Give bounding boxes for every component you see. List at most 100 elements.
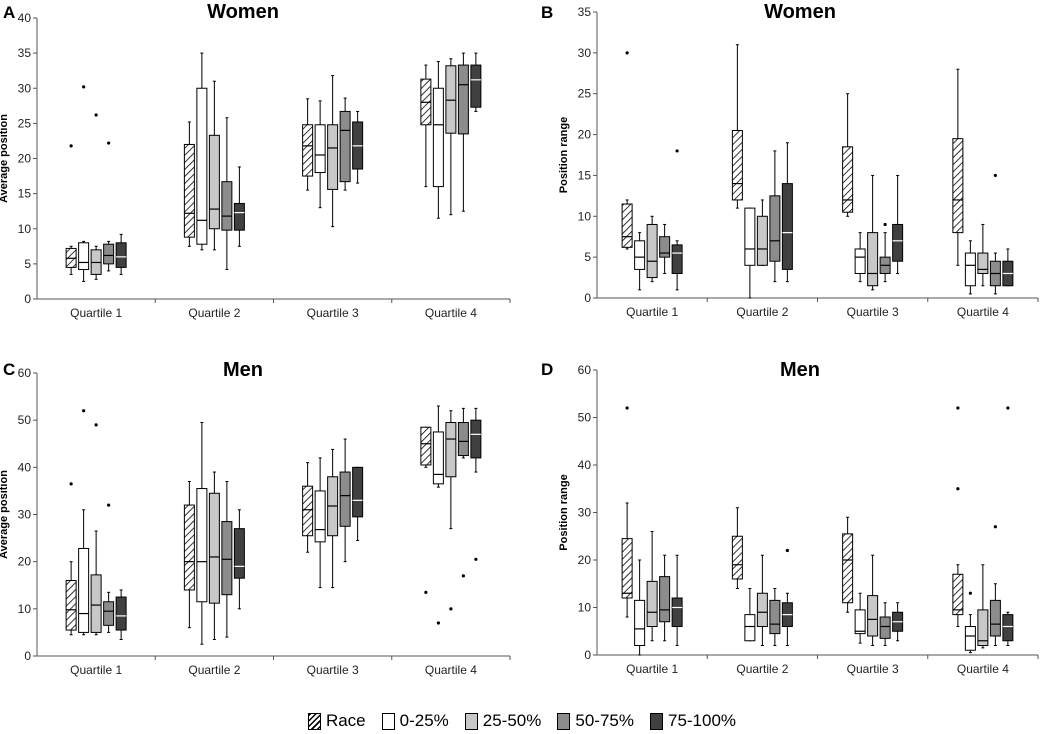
box-body xyxy=(208,134,220,230)
box-body xyxy=(646,580,658,627)
y-tick-label: 30 xyxy=(578,46,592,60)
box-q25_50 xyxy=(646,215,658,283)
box-body xyxy=(781,183,793,270)
box-race xyxy=(65,144,77,275)
box-q0_25 xyxy=(196,52,208,251)
box-q25_50 xyxy=(327,75,339,228)
outlier-point xyxy=(968,591,972,595)
panel-d: D Men Position range 0 10 20 30 40 50 60 Quartile … xyxy=(541,359,1039,676)
y-tick-label: 50 xyxy=(578,411,592,425)
box-race xyxy=(65,482,77,636)
box-body xyxy=(731,535,743,580)
box-body xyxy=(445,65,457,134)
box-body xyxy=(659,576,671,623)
x-tick-label: Quartile 3 xyxy=(847,305,899,319)
box-race xyxy=(952,68,964,266)
box-q0_25 xyxy=(854,592,866,644)
box-body xyxy=(634,240,646,270)
outlier-point xyxy=(107,503,111,507)
box-q75_100 xyxy=(352,466,364,541)
box-body xyxy=(183,504,195,591)
box-q50_75 xyxy=(221,480,233,638)
box-q50_75 xyxy=(659,223,671,274)
outlier-point xyxy=(1006,406,1010,410)
box-body xyxy=(339,471,351,527)
box-q25_50 xyxy=(445,410,457,611)
legend-item-75-100: 75-100% xyxy=(649,711,736,731)
box-body xyxy=(221,521,233,596)
y-tick-label: 20 xyxy=(578,128,592,142)
box-q75_100 xyxy=(470,52,482,112)
box-body xyxy=(470,419,482,459)
box-body xyxy=(457,64,469,135)
panel-letter: A xyxy=(3,3,15,22)
box-race xyxy=(731,44,743,209)
box-q0_25 xyxy=(314,457,326,589)
box-body xyxy=(989,599,1001,637)
legend-label-0-25: 0-25% xyxy=(399,711,449,730)
box-body xyxy=(646,223,658,279)
box-q75_100 xyxy=(352,110,364,184)
box-body xyxy=(78,547,90,633)
outlier-point xyxy=(474,557,478,561)
box-body xyxy=(731,129,743,201)
box-q50_75 xyxy=(339,438,351,563)
box-body xyxy=(233,202,245,231)
outlier-point xyxy=(675,149,679,153)
box-q0_25 xyxy=(964,591,976,654)
chart-title: Men xyxy=(780,359,820,381)
y-tick-label: 20 xyxy=(18,555,32,569)
outlier-point xyxy=(107,141,111,145)
outlier-point xyxy=(94,113,98,117)
box-body xyxy=(90,574,102,633)
box-body xyxy=(952,138,964,234)
box-q25_50 xyxy=(977,223,989,287)
box-q0_25 xyxy=(314,100,326,209)
box-body xyxy=(221,181,233,231)
box-body xyxy=(671,244,683,274)
box-q50_75 xyxy=(221,117,233,270)
x-tick-label: Quartile 2 xyxy=(736,305,788,319)
chart-title: Women xyxy=(764,1,836,23)
box-body xyxy=(445,422,457,478)
box-body xyxy=(470,64,482,108)
y-tick-label: 30 xyxy=(578,506,592,520)
box-body xyxy=(744,207,756,266)
box-body xyxy=(892,223,904,262)
outlier-point xyxy=(424,590,428,594)
box-q75_100 xyxy=(1002,406,1014,646)
box-body xyxy=(769,599,781,635)
panel-letter: C xyxy=(3,360,15,379)
legend-label-25-50: 25-50% xyxy=(482,711,542,730)
box-body xyxy=(634,599,646,646)
legend-item-50-75: 50-75% xyxy=(557,711,634,731)
box-q50_75 xyxy=(103,503,115,633)
x-tick-label: Quartile 1 xyxy=(70,663,122,677)
box-q0_25 xyxy=(744,588,756,642)
x-tick-label: Quartile 1 xyxy=(626,305,678,319)
box-q0_25 xyxy=(196,422,208,645)
box-body xyxy=(196,87,208,245)
y-tick-label: 5 xyxy=(24,257,31,271)
box-q75_100 xyxy=(115,589,127,640)
y-tick-label: 5 xyxy=(584,250,591,264)
box-body xyxy=(302,124,314,177)
outlier-point xyxy=(82,409,86,413)
outlier-point xyxy=(625,51,629,55)
outlier-point xyxy=(69,144,73,148)
x-tick-label: Quartile 2 xyxy=(736,662,788,676)
y-tick-label: 35 xyxy=(578,5,592,19)
box-body xyxy=(327,124,339,190)
box-race xyxy=(302,462,314,553)
outlier-point xyxy=(69,482,73,486)
legend-label-50-75: 50-75% xyxy=(575,711,634,730)
box-body xyxy=(314,124,326,174)
box-body xyxy=(115,596,127,631)
box-body xyxy=(867,232,879,287)
box-q50_75 xyxy=(989,525,1001,646)
box-q50_75 xyxy=(769,150,781,283)
y-tick-label: 30 xyxy=(18,508,32,522)
box-body xyxy=(867,595,879,637)
box-body xyxy=(964,626,976,651)
box-q75_100 xyxy=(671,554,683,646)
